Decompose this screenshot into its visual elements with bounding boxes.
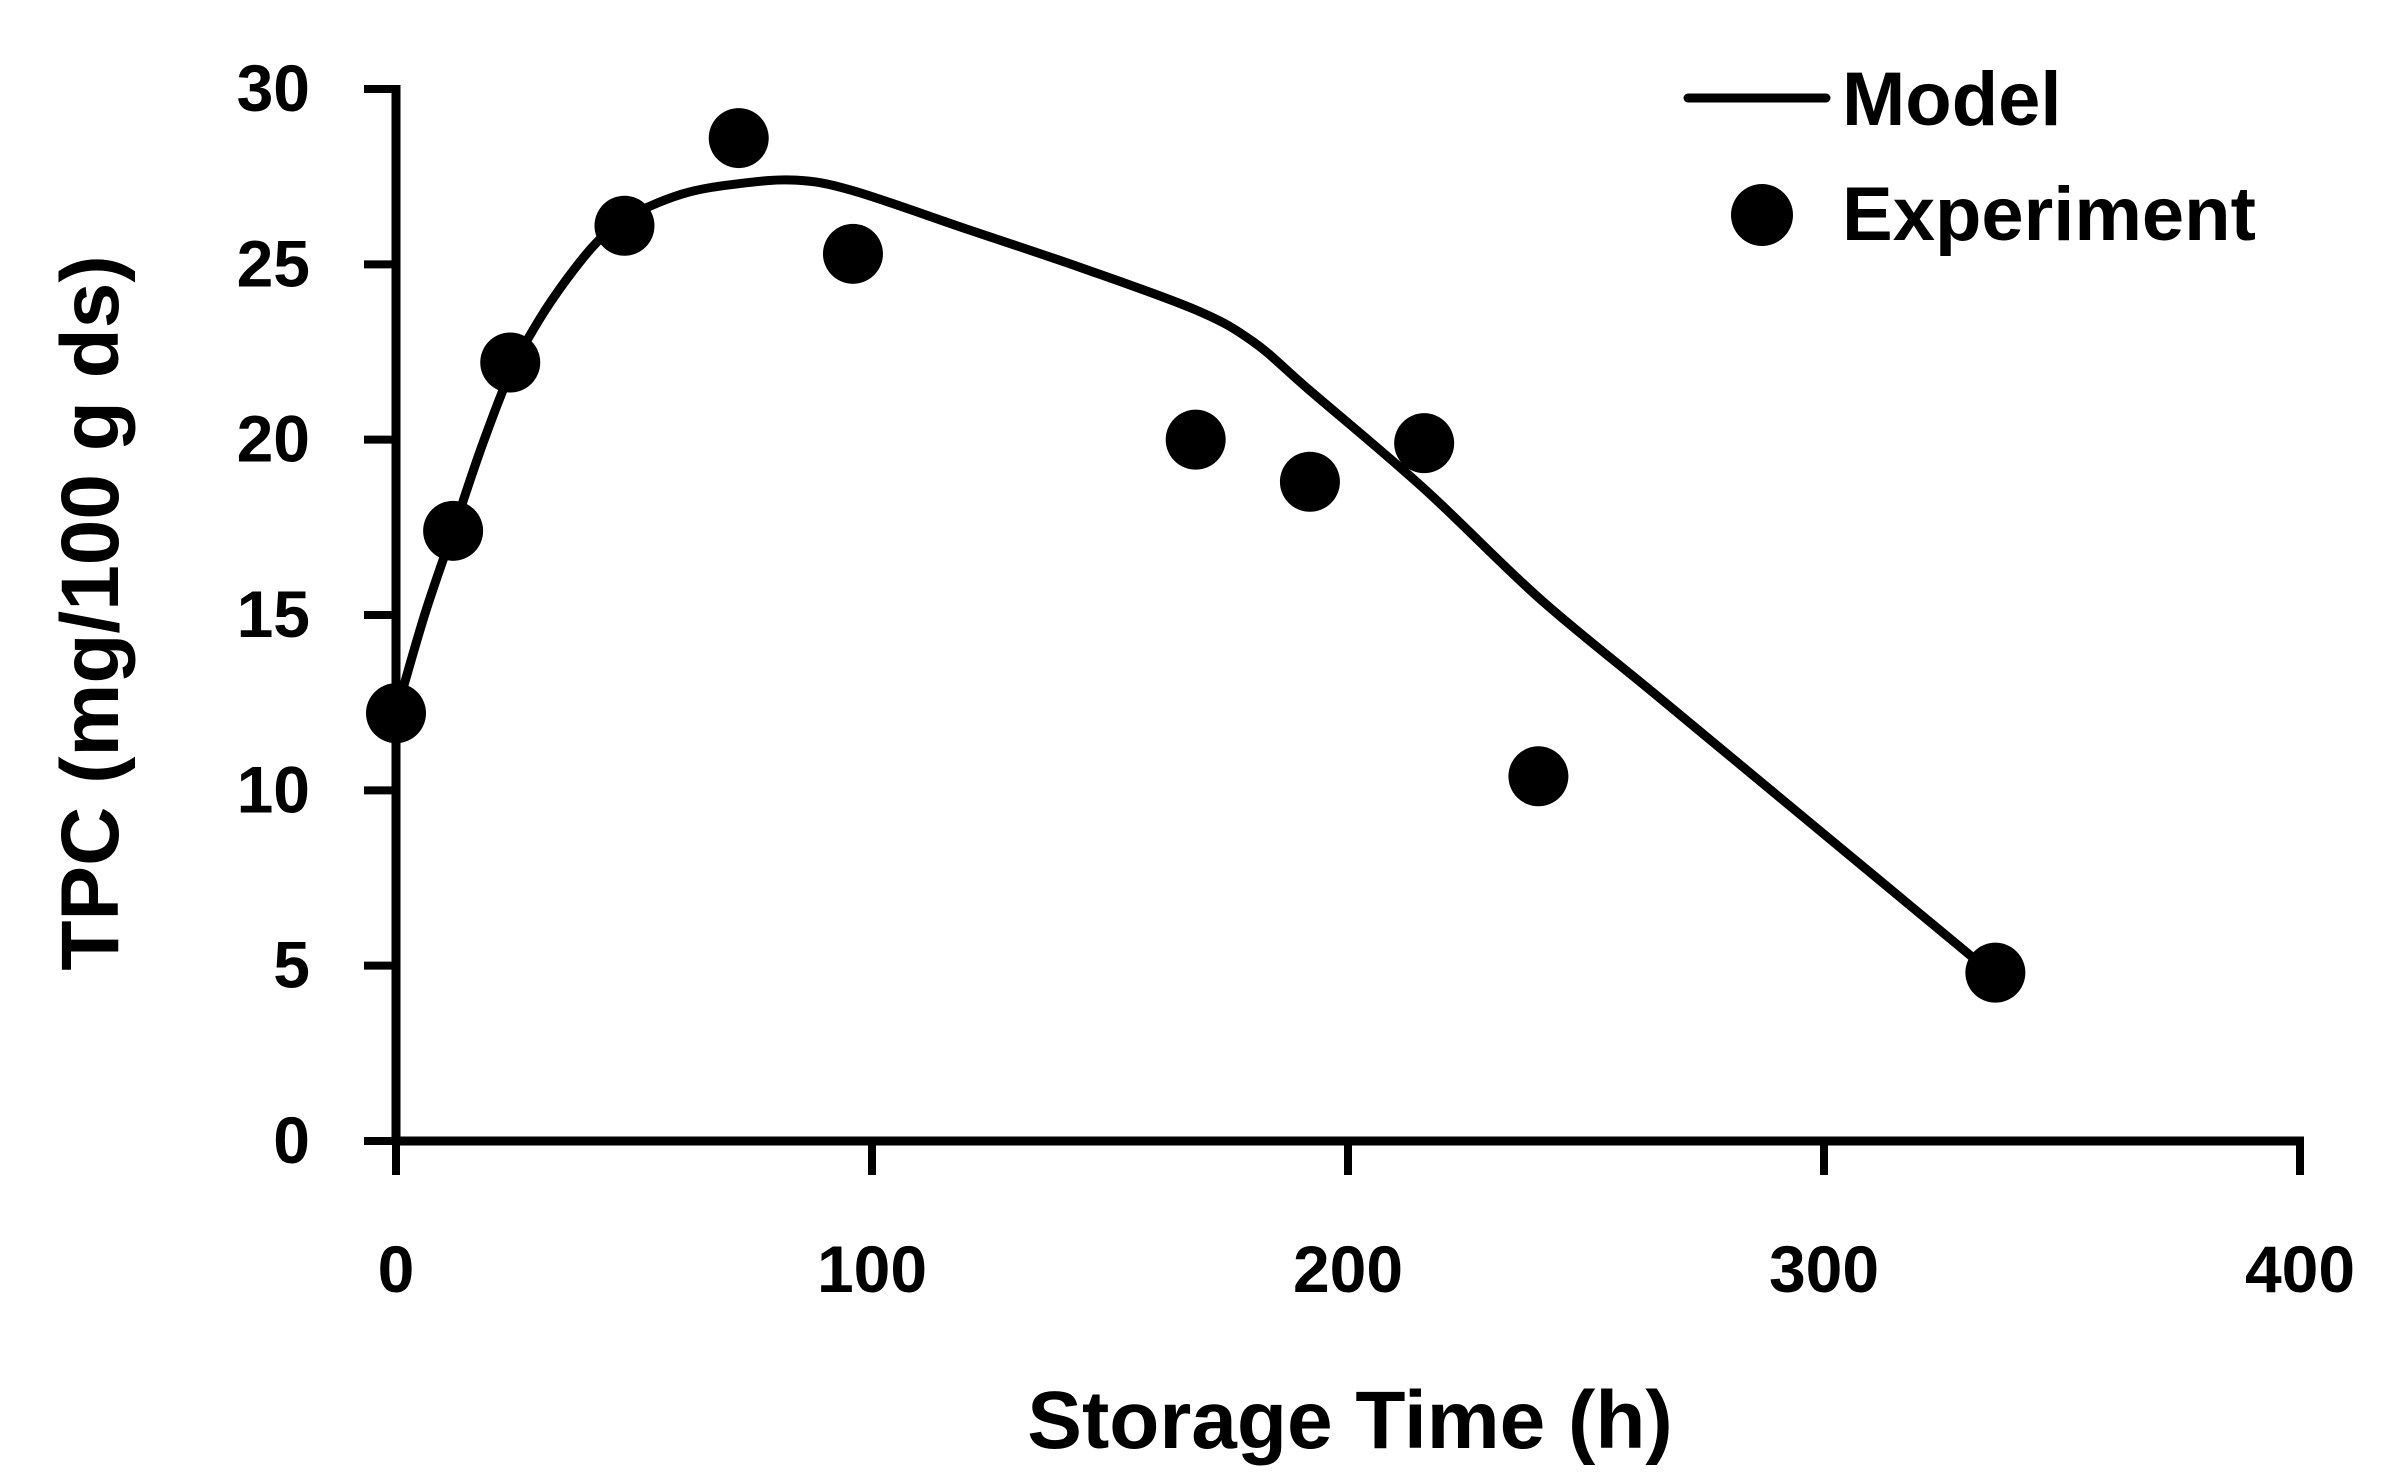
experiment-point xyxy=(480,332,541,393)
experiment-point xyxy=(594,195,655,256)
experiment-point xyxy=(822,223,883,284)
x-tick-label: 100 xyxy=(817,1232,927,1306)
model-series xyxy=(391,175,2000,981)
x-axis-title: Storage Time (h) xyxy=(1027,1375,1672,1466)
experiment-point xyxy=(1279,451,1340,512)
x-tick-label: 400 xyxy=(2245,1232,2355,1306)
y-tick-label: 15 xyxy=(237,577,310,651)
y-tick-label: 30 xyxy=(237,51,310,125)
y-axis-title: TPC (mg/100 g ds) xyxy=(45,255,136,970)
experiment-point xyxy=(708,108,769,169)
legend-model-label: Model xyxy=(1842,57,2062,142)
legend-experiment-marker xyxy=(1731,184,1793,246)
y-tick-label: 0 xyxy=(273,1103,310,1177)
experiment-point xyxy=(366,683,426,744)
y-ticks: 0 5 10 15 20 25 30 xyxy=(237,51,396,1177)
x-ticks: 0 100 200 300 400 xyxy=(378,1141,2355,1306)
legend: Model Experiment xyxy=(1683,57,2256,257)
experiment-point xyxy=(1165,409,1226,470)
x-tick-label: 300 xyxy=(1769,1232,1879,1306)
experiment-point xyxy=(1394,413,1455,474)
experiment-series xyxy=(366,108,2026,1003)
x-tick-label: 200 xyxy=(1293,1232,1403,1306)
y-tick-label: 25 xyxy=(237,226,310,300)
y-tick-label: 10 xyxy=(237,752,310,826)
experiment-point xyxy=(1965,942,2026,1003)
legend-experiment-label: Experiment xyxy=(1842,172,2256,257)
model-line xyxy=(391,175,2000,981)
y-tick-label: 5 xyxy=(273,928,310,1002)
y-tick-label: 20 xyxy=(237,402,310,476)
experiment-point xyxy=(1508,746,1569,807)
experiment-point xyxy=(423,500,484,561)
x-tick-label: 0 xyxy=(378,1232,415,1306)
